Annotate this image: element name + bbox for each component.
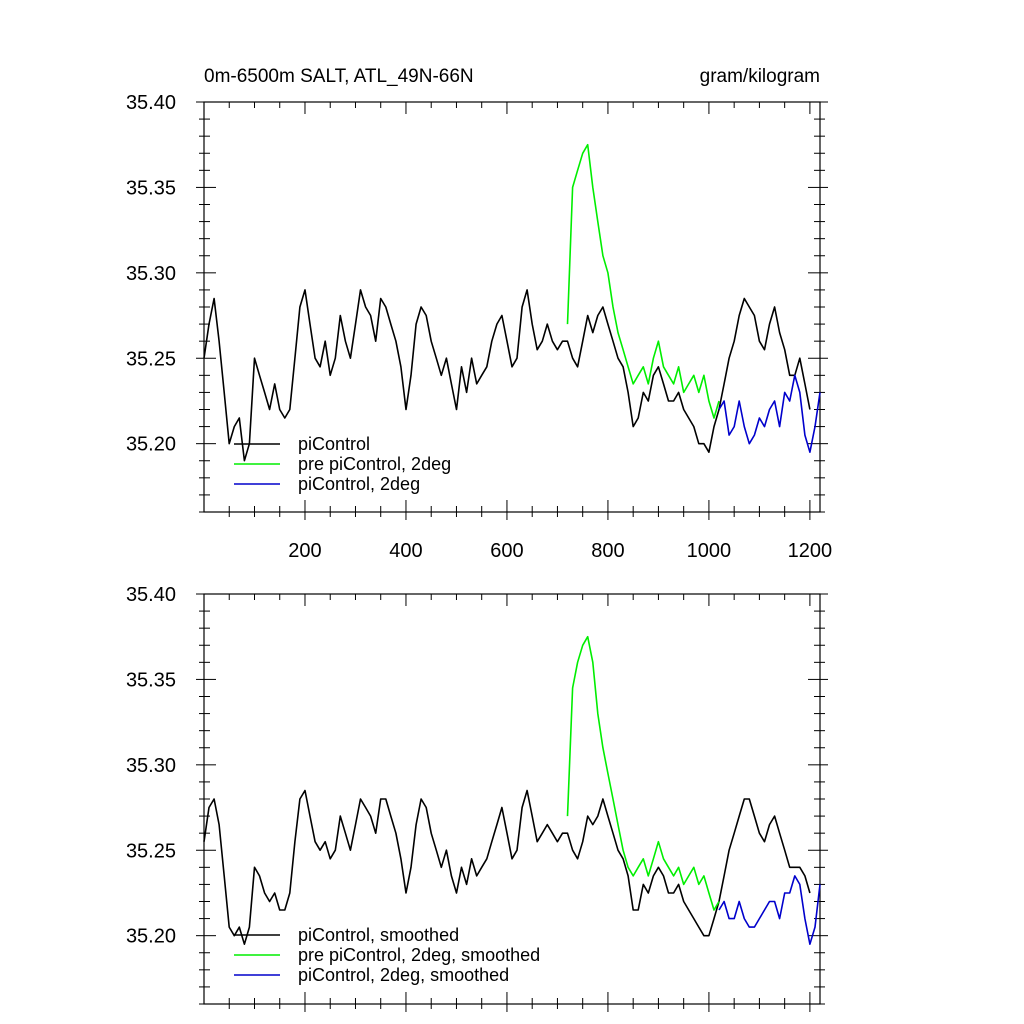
series-line-2 [718, 374, 821, 454]
axis-ticks [196, 593, 828, 1012]
y-tick-label: 35.40 [126, 584, 176, 606]
chart-title-left: 0m-6500m SALT, ATL_49N-66N [204, 66, 474, 87]
series-lines [203, 635, 821, 946]
y-axis-tick-labels: 35.20 35.25 35.30 35.35 35.40 [126, 584, 176, 948]
y-tick-label: 35.40 [126, 92, 176, 114]
top-panel: 0m-6500m SALT, ATL_49N-66N gram/kilogram… [126, 66, 832, 562]
x-axis-tick-labels: 200 400 600 800 1000 1200 [288, 540, 832, 562]
y-tick-label: 35.25 [126, 348, 176, 370]
plot-frame [203, 593, 821, 1005]
x-tick-label: 200 [288, 540, 321, 562]
series-line-0 [203, 789, 811, 946]
y-tick-label: 35.30 [126, 263, 176, 285]
series-line-2 [718, 875, 821, 946]
series-lines [203, 143, 821, 462]
legend-label-0: piControl, smoothed [298, 925, 459, 945]
y-tick-label: 35.30 [126, 755, 176, 777]
series-line-0 [203, 289, 811, 462]
x-tick-label: 800 [591, 540, 624, 562]
y-tick-label: 35.35 [126, 669, 176, 691]
x-tick-label: 1000 [687, 540, 732, 562]
legend-label-1: pre piControl, 2deg [298, 454, 451, 474]
plot-frame [203, 101, 821, 513]
y-tick-label: 35.35 [126, 177, 176, 199]
series-line-1 [566, 635, 720, 911]
x-tick-label: 1200 [788, 540, 833, 562]
y-axis-tick-labels: 35.20 35.25 35.30 35.35 35.40 [126, 92, 176, 456]
y-tick-label: 35.20 [126, 926, 176, 948]
legend-label-2: piControl, 2deg [298, 474, 420, 494]
x-tick-label: 600 [490, 540, 523, 562]
bottom-panel: 35.20 35.25 35.30 35.35 35.40 piControl, smo… [126, 584, 828, 1012]
y-tick-label: 35.20 [126, 434, 176, 456]
chart-units-label: gram/kilogram [700, 66, 820, 87]
legend-label-0: piControl [298, 434, 370, 454]
x-tick-label: 400 [389, 540, 422, 562]
legend-label-1: pre piControl, 2deg, smoothed [298, 945, 540, 965]
legend-label-2: piControl, 2deg, smoothed [298, 965, 509, 985]
series-line-1 [566, 143, 720, 419]
axis-ticks [196, 101, 828, 520]
y-tick-label: 35.25 [126, 840, 176, 862]
